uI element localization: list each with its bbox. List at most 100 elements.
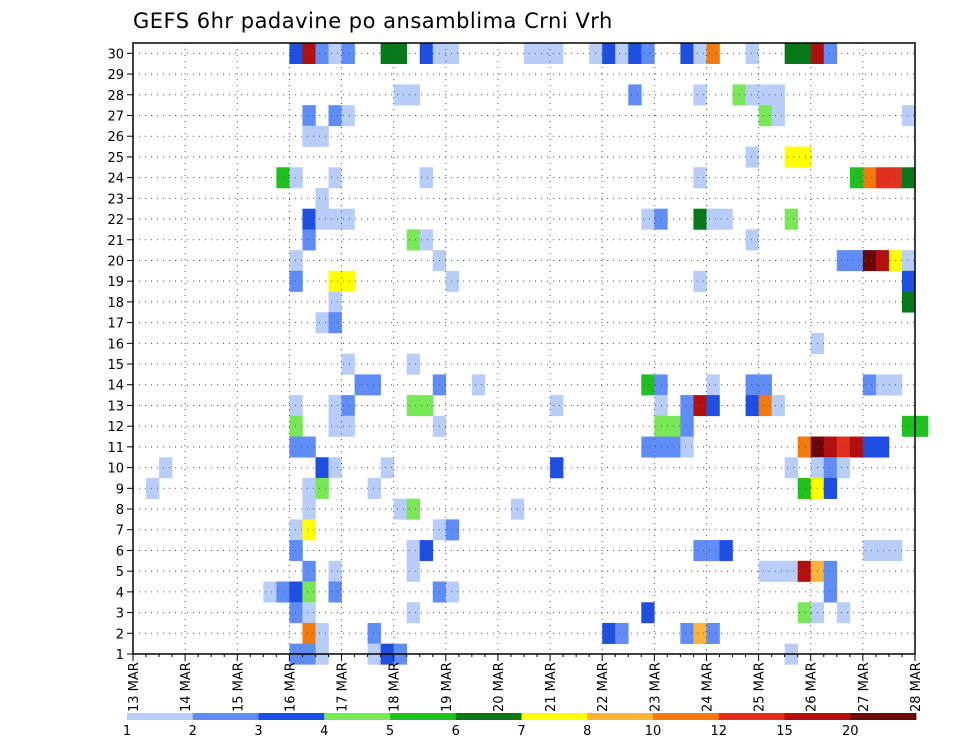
heatmap-cell xyxy=(289,167,303,189)
y-tick-label: 22 xyxy=(107,213,124,228)
heatmap-cell xyxy=(406,84,421,106)
heatmap-cell xyxy=(797,146,812,168)
heatmap-cell xyxy=(445,581,460,603)
x-tick-label: 13 MAR xyxy=(127,662,142,712)
heatmap-cell xyxy=(445,519,460,541)
plot-frame xyxy=(132,42,916,655)
heatmap-cell xyxy=(823,581,838,603)
heatmap-cell xyxy=(862,540,877,562)
heatmap-cell xyxy=(289,415,303,437)
heatmap-cell xyxy=(550,43,564,65)
heatmap-cell xyxy=(719,208,733,230)
heatmap-cell xyxy=(641,602,655,624)
heatmap-cell xyxy=(328,560,342,582)
heatmap-cell xyxy=(159,457,173,479)
y-tick-label: 15 xyxy=(107,358,124,373)
heatmap-cell xyxy=(302,602,316,624)
x-tick-label: 17 MAR xyxy=(336,662,351,712)
heatmap-cell xyxy=(901,291,916,313)
y-tick-label: 6 xyxy=(116,544,124,559)
colorbar-swatch xyxy=(718,713,785,720)
colorbar-label: 15 xyxy=(776,724,793,739)
heatmap-cell xyxy=(380,43,394,65)
heatmap-cell xyxy=(693,84,707,106)
x-tick-label: 20 MAR xyxy=(492,662,507,712)
heatmap-cell xyxy=(784,208,798,230)
heatmap-cell xyxy=(302,560,316,582)
y-tick-label: 19 xyxy=(107,275,124,290)
heatmap-cell xyxy=(315,622,329,644)
heatmap-cell xyxy=(901,415,916,437)
y-tick-label: 21 xyxy=(107,234,124,249)
heatmap-cell xyxy=(315,187,329,209)
heatmap-cell xyxy=(745,84,759,106)
heatmap-cell xyxy=(367,374,381,396)
heatmap-cell xyxy=(341,208,355,230)
heatmap-cell xyxy=(341,415,355,437)
heatmap-cell xyxy=(849,436,864,458)
y-tick-label: 1 xyxy=(116,648,124,663)
heatmap-cell xyxy=(328,291,342,313)
heatmap-cell xyxy=(628,43,642,65)
y-tick-label: 30 xyxy=(107,47,124,62)
heatmap-cell xyxy=(615,43,629,65)
heatmap-cell xyxy=(315,312,329,334)
heatmap-cell xyxy=(315,43,329,65)
heatmap-cell xyxy=(419,540,434,562)
y-tick-label: 26 xyxy=(107,130,124,145)
heatmap-cell xyxy=(797,560,812,582)
heatmap-cell xyxy=(797,602,812,624)
heatmap-cell xyxy=(745,146,759,168)
heatmap-cell xyxy=(302,229,316,251)
y-tick-label: 18 xyxy=(107,296,124,311)
heatmap-cell xyxy=(302,519,316,541)
heatmap-cell xyxy=(328,167,342,189)
heatmap-cell xyxy=(693,622,707,644)
heatmap-cell xyxy=(771,395,785,417)
heatmap-cell xyxy=(693,540,707,562)
heatmap-cell xyxy=(758,374,772,396)
heatmap-cell xyxy=(680,43,694,65)
heatmap-cell xyxy=(445,270,460,292)
heatmap-cell xyxy=(875,167,890,189)
heatmap-cell xyxy=(615,622,629,644)
heatmap-cell xyxy=(654,436,668,458)
x-tick-label: 25 MAR xyxy=(753,662,768,712)
heatmap-cell xyxy=(836,436,851,458)
heatmap-cell xyxy=(289,250,303,272)
colorbar-label: 2 xyxy=(189,724,197,739)
colorbar-label: 7 xyxy=(517,724,525,739)
heatmap-cell xyxy=(654,415,668,437)
heatmap-cell xyxy=(289,270,303,292)
heatmap-cell xyxy=(901,105,916,127)
heatmap-cell xyxy=(419,395,434,417)
y-axis: 1234567891011121314151617181920212223242… xyxy=(107,47,133,663)
heatmap-cell xyxy=(302,498,316,520)
heatmap-cell xyxy=(393,43,407,65)
heatmap-cell xyxy=(419,167,434,189)
heatmap-cell xyxy=(823,43,838,65)
heatmap-cell xyxy=(836,457,851,479)
heatmap-cell xyxy=(745,229,759,251)
heatmap-cell xyxy=(289,540,303,562)
y-tick-label: 20 xyxy=(107,254,124,269)
gridlines xyxy=(133,43,915,655)
heatmap-cell xyxy=(745,395,759,417)
heatmap-cell xyxy=(328,457,342,479)
y-tick-label: 8 xyxy=(116,503,124,518)
heatmap-cell xyxy=(862,436,877,458)
heatmap-cell xyxy=(315,125,329,147)
heatmap-cell xyxy=(367,622,381,644)
heatmap-cell xyxy=(641,43,655,65)
heatmap-cell xyxy=(693,43,707,65)
heatmap-cell xyxy=(693,208,707,230)
heatmap-cell xyxy=(602,622,616,644)
heatmap-cell xyxy=(797,477,812,499)
heatmap-cell xyxy=(289,43,303,65)
heatmap-cell xyxy=(289,436,303,458)
heatmap-cell xyxy=(146,477,160,499)
heatmap-cell xyxy=(341,43,355,65)
y-tick-label: 29 xyxy=(107,68,124,83)
heatmap-cell xyxy=(263,581,277,603)
